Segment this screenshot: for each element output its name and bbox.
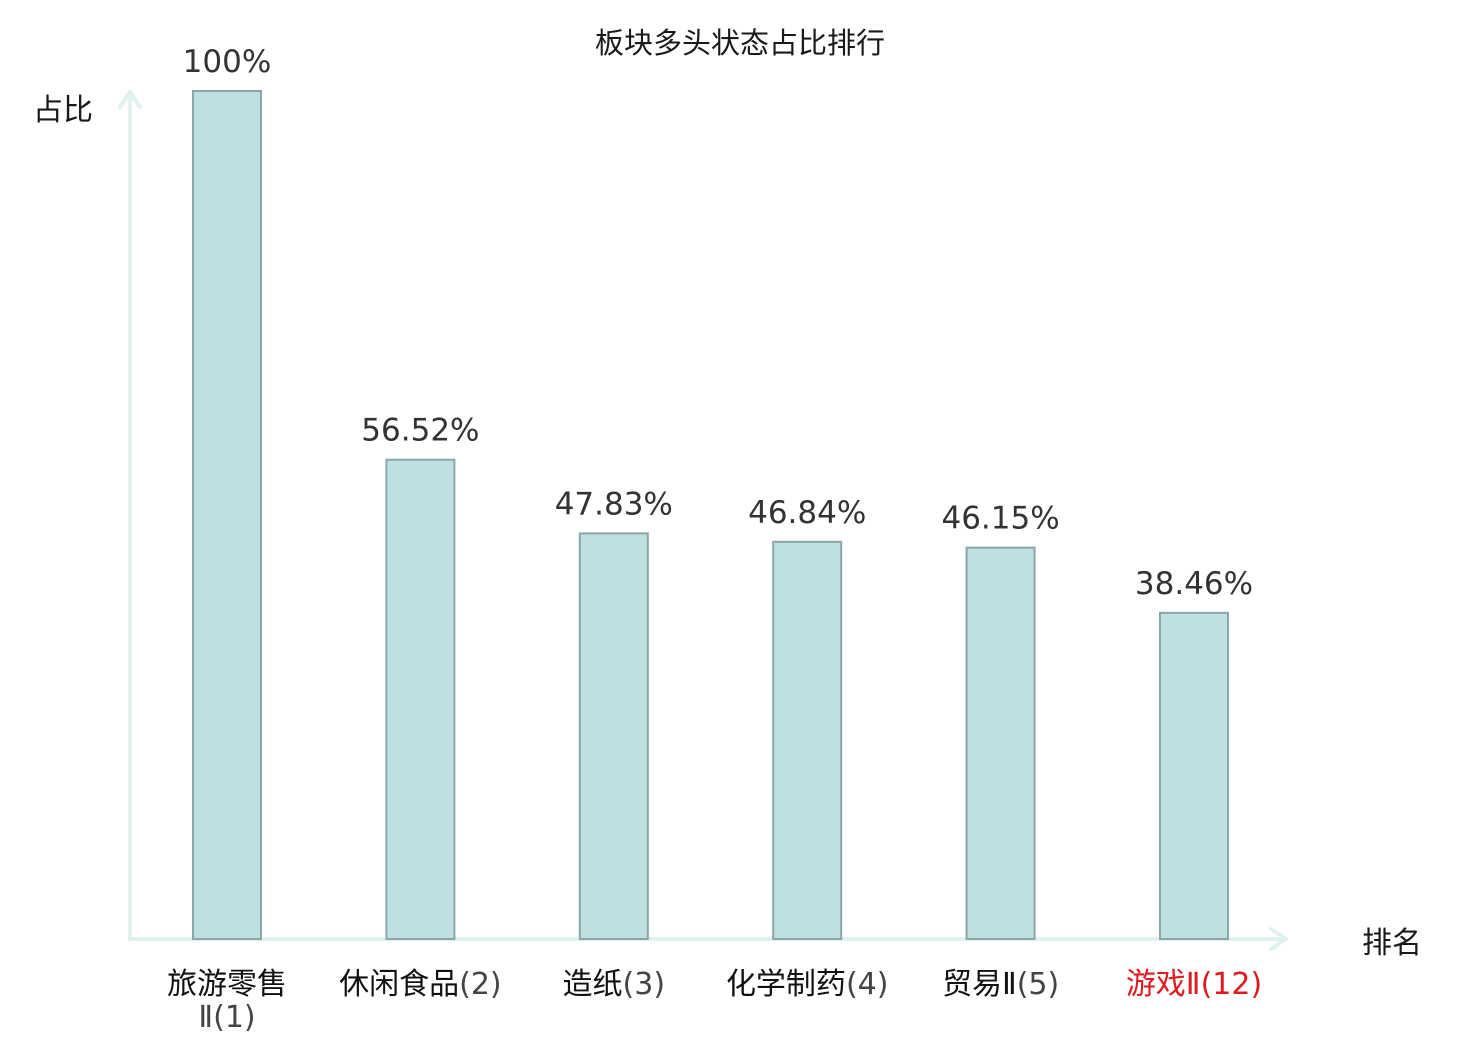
x-tick-label-2: 休闲食品(2)	[339, 967, 502, 1002]
x-tick-label-6: 游戏Ⅱ(12)	[1126, 967, 1262, 1002]
value-label-4: 46.84%	[748, 495, 866, 531]
x-tick-label-4: 化学制药(4)	[726, 967, 889, 1002]
x-tick-label-3: 造纸(3)	[563, 967, 666, 1002]
x-tick-name: 游戏Ⅱ	[1126, 967, 1201, 1002]
x-tick-rank: (2)	[459, 967, 502, 1002]
x-axis-label: 排名	[1362, 926, 1422, 961]
x-tick-name: 贸易Ⅱ	[942, 967, 1017, 1002]
x-tick-label-1: 旅游零售 Ⅱ(1)	[167, 967, 287, 1035]
x-tick-rank: (4)	[846, 967, 889, 1002]
value-label-2: 56.52%	[361, 413, 479, 449]
x-tick-name: 化学制药	[726, 967, 846, 1002]
x-axis-line	[128, 927, 1288, 951]
bar-6	[1159, 611, 1229, 940]
value-label-6: 38.46%	[1135, 566, 1253, 602]
x-tick-name: 旅游零售	[167, 967, 287, 1002]
x-tick-name: 造纸	[563, 967, 623, 1002]
bar-4	[772, 540, 843, 940]
bar-5	[965, 546, 1036, 940]
value-labels-group: 100% 56.52% 47.83% 46.84% 46.15% 38.46%	[183, 44, 1253, 602]
x-tick-label-5: 贸易Ⅱ(5)	[942, 967, 1059, 1002]
x-tick-labels-group: 旅游零售 Ⅱ(1) 休闲食品(2) 造纸(3) 化学制药(4) 贸易Ⅱ(5) 游戏Ⅱ(12)	[167, 967, 1262, 1035]
x-tick-rank: (3)	[623, 967, 666, 1002]
bars-group	[192, 90, 1229, 940]
x-tick-name: 休闲食品	[339, 967, 459, 1002]
x-tick-rank: (5)	[1017, 967, 1060, 1002]
bar-3	[578, 532, 649, 940]
value-label-5: 46.15%	[941, 501, 1059, 537]
x-tick-rank: (12)	[1201, 967, 1263, 1002]
value-label-1: 100%	[183, 44, 272, 80]
chart-title: 板块多头状态占比排行	[595, 26, 885, 60]
y-axis-label: 占比	[33, 93, 93, 128]
bar-1	[192, 90, 262, 940]
bar-2	[385, 458, 456, 940]
y-axis-line	[118, 90, 142, 941]
x-tick-rank: Ⅱ(1)	[198, 1000, 255, 1035]
value-label-3: 47.83%	[555, 486, 673, 522]
